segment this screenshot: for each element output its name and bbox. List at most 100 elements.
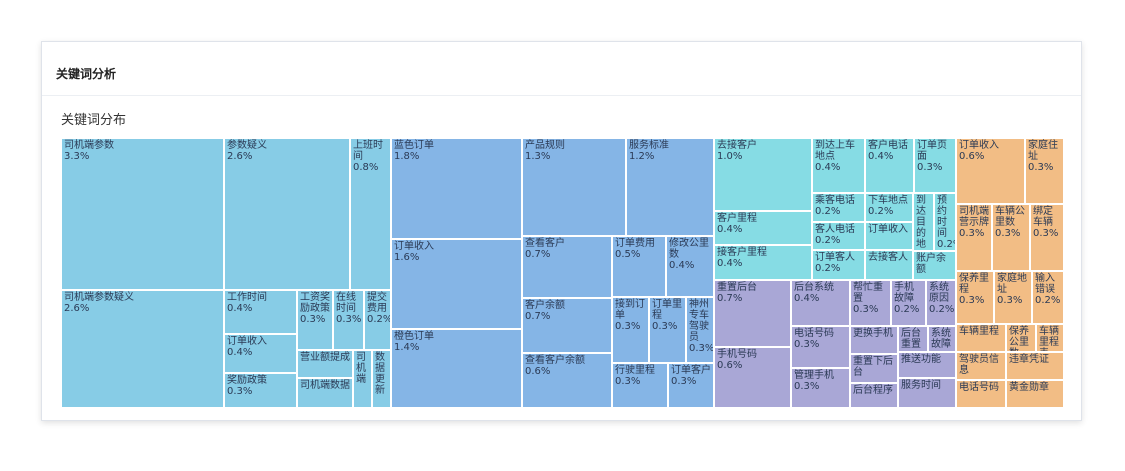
treemap-cell[interactable]: 车辆里程表 [1036, 324, 1064, 352]
treemap-cell[interactable]: 订单收入 0.4% [224, 334, 297, 373]
treemap-cell[interactable]: 系统原因 0.2% [926, 280, 956, 326]
cell-label: 订单客人 [815, 252, 855, 263]
treemap-cell[interactable]: 订单费用 0.5% [612, 236, 666, 297]
cell-label: 车辆公里数 [995, 206, 1025, 228]
treemap-cell[interactable]: 电话号码 [956, 380, 1006, 408]
treemap-cell[interactable]: 行驶里程 0.3% [612, 363, 668, 408]
treemap-cell[interactable]: 后台程序 [850, 383, 898, 408]
treemap-cell[interactable]: 服务标准 1.2% [626, 138, 714, 236]
treemap-cell[interactable]: 重置后台 0.7% [714, 280, 791, 347]
treemap-cell[interactable]: 司机端参数 3.3% [61, 138, 224, 290]
treemap-cell[interactable]: 输入错误 0.2% [1032, 271, 1064, 324]
treemap-cell[interactable]: 绑定车辆 0.3% [1030, 204, 1064, 271]
treemap-cell[interactable]: 修改公里数 0.4% [666, 236, 714, 297]
treemap-cell[interactable]: 客户里程 0.4% [714, 211, 812, 245]
cell-value: 0.3% [794, 339, 820, 350]
treemap-cell[interactable]: 接客户里程 0.4% [714, 245, 812, 280]
treemap-cell[interactable]: 橙色订单 1.4% [391, 329, 522, 408]
treemap-cell[interactable]: 到达上车地点 0.4% [812, 138, 865, 193]
cell-label: 推送功能 [901, 354, 941, 365]
cell-value: 2.6% [227, 151, 253, 162]
cell-value: 0.2% [815, 235, 841, 246]
treemap-cell[interactable]: 司机端数据 [297, 378, 353, 408]
cell-label: 乘客电话 [815, 195, 855, 206]
cell-label: 黄金勋章 [1009, 382, 1049, 393]
treemap-cell[interactable]: 在线时间 0.3% [333, 290, 364, 350]
treemap-cell[interactable]: 下车地点 0.2% [865, 193, 913, 222]
treemap-cell[interactable]: 蓝色订单 1.8% [391, 138, 522, 239]
treemap-cell[interactable]: 保养里程 0.3% [956, 271, 994, 324]
treemap-cell[interactable]: 保养公里数 [1006, 324, 1036, 352]
cell-label: 服务标准 [629, 140, 669, 151]
treemap-cell[interactable]: 产品规则 1.3% [522, 138, 626, 236]
cell-value: 0.2% [868, 206, 894, 217]
treemap-cell[interactable]: 提交费用 0.2% [364, 290, 391, 350]
treemap-cell[interactable]: 奖励政策 0.3% [224, 373, 297, 408]
treemap-cell[interactable]: 订单客户 0.3% [668, 363, 714, 408]
treemap-cell[interactable]: 订单里程 0.3% [649, 297, 686, 363]
cell-label: 车辆里程 [959, 326, 999, 337]
treemap-cell[interactable]: 更换手机 [850, 326, 898, 354]
treemap-cell[interactable]: 司机端 [353, 350, 372, 408]
treemap-cell[interactable]: 上班时间 0.8% [350, 138, 391, 290]
treemap-cell[interactable]: 订单收入 [865, 222, 913, 250]
treemap-cell[interactable]: 客人电话 0.2% [812, 222, 865, 250]
treemap-cell[interactable]: 服务时间 [898, 378, 956, 408]
cell-value: 1.0% [717, 151, 743, 162]
treemap-cell[interactable]: 车辆公里数 0.3% [992, 204, 1030, 271]
treemap-cell[interactable]: 系统故障0. [928, 326, 956, 352]
cell-label: 订单费用 [615, 238, 655, 249]
treemap-cell[interactable]: 司机端营示牌 0.3% [956, 204, 992, 271]
treemap-cell[interactable]: 管理手机 0.3% [791, 368, 850, 408]
treemap-cell[interactable]: 家庭地址 0.3% [994, 271, 1032, 324]
cell-label: 工资奖励政策 [300, 292, 330, 314]
treemap-cell[interactable]: 帮忙重置 0.3% [850, 280, 891, 326]
treemap-cell[interactable]: 推送功能 [898, 352, 956, 378]
treemap-cell[interactable]: 订单客人 0.2% [812, 250, 865, 280]
cell-label: 系统原因 [929, 282, 949, 304]
treemap-cell[interactable]: 神州专车驾驶员 0.3% [686, 297, 714, 363]
cell-value: 0.2% [1035, 295, 1061, 306]
treemap-cell[interactable]: 参数疑义 2.6% [224, 138, 350, 290]
treemap-cell[interactable]: 接到订单 0.3% [612, 297, 649, 363]
treemap-cell[interactable]: 家庭住址 0.3% [1025, 138, 1064, 204]
cell-value: 0.3% [959, 228, 985, 239]
treemap-cell[interactable]: 黄金勋章 [1006, 380, 1064, 408]
treemap-cell[interactable]: 到达目的地 [913, 193, 934, 251]
treemap-cell[interactable]: 订单页面 0.3% [914, 138, 956, 193]
treemap-cell[interactable]: 司机端参数疑义 2.6% [61, 290, 224, 408]
treemap-cell[interactable]: 营业额提成 [297, 350, 353, 378]
cell-label: 橙色订单 [394, 331, 434, 342]
cell-label: 后台重置 [901, 328, 921, 350]
treemap-cell[interactable]: 驾驶员信息 [956, 352, 1006, 380]
cell-value: 0.2% [901, 350, 926, 351]
treemap-cell[interactable]: 去接客户 1.0% [714, 138, 812, 211]
cell-label: 上班时间 [353, 140, 383, 162]
cell-value: 0.7% [525, 311, 551, 322]
treemap-cell[interactable]: 工资奖励政策 0.3% [297, 290, 333, 350]
treemap-cell[interactable]: 后台系统 0.4% [791, 280, 850, 326]
treemap-cell[interactable]: 后台重置0.2% [898, 326, 928, 352]
treemap-cell[interactable]: 客户电话 0.4% [865, 138, 914, 193]
treemap-cell[interactable]: 订单收入 0.6% [956, 138, 1025, 204]
treemap-cell[interactable]: 手机故障 0.2% [891, 280, 926, 326]
treemap-cell[interactable]: 客户余额 0.7% [522, 298, 612, 353]
treemap-cell[interactable]: 数据更新 [372, 350, 391, 408]
cell-label: 客户余额 [525, 300, 565, 311]
treemap-cell[interactable]: 电话号码 0.3% [791, 326, 850, 368]
treemap-cell[interactable]: 手机号码 0.6% [714, 347, 791, 408]
treemap-cell[interactable]: 账户余额 [913, 251, 956, 280]
cell-value: 1.8% [394, 151, 420, 162]
treemap-cell[interactable]: 重置下后台 [850, 354, 898, 383]
treemap-cell[interactable]: 去接客人 [865, 250, 913, 280]
treemap-cell[interactable]: 查看客户 0.7% [522, 236, 612, 298]
treemap-cell[interactable]: 车辆里程 [956, 324, 1006, 352]
treemap-cell[interactable]: 查看客户余额 0.6% [522, 353, 612, 408]
treemap-cell[interactable]: 违章凭证 [1006, 352, 1064, 380]
cell-value: 0.4% [717, 224, 743, 235]
treemap-cell[interactable]: 乘客电话 0.2% [812, 193, 865, 222]
treemap-cell[interactable]: 工作时间 0.4% [224, 290, 297, 334]
cell-label: 修改公里数 [669, 238, 709, 260]
treemap-cell[interactable]: 订单收入 1.6% [391, 239, 522, 329]
